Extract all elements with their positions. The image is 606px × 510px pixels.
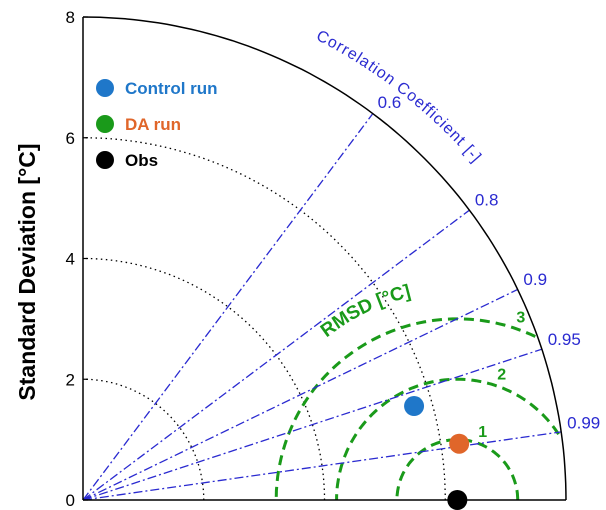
correlation-tick-label-0.99: 0.99 — [567, 413, 600, 432]
legend-marker-obs — [96, 151, 114, 169]
legend-marker-control-run — [96, 79, 114, 97]
rmsd-contour-3 — [274, 317, 536, 501]
diagram-frame — [82, 16, 567, 501]
y-tick-label-8: 8 — [66, 8, 75, 27]
y-tick-label-4: 4 — [66, 250, 75, 269]
std-arc-4 — [83, 257, 326, 500]
rmsd-axis-title: RMSD [°C] — [317, 281, 413, 342]
correlation-tick-label-0.95: 0.95 — [548, 330, 581, 349]
std-arc-2 — [83, 378, 205, 501]
legend-label-obs: Obs — [125, 151, 158, 170]
y-tick-label-2: 2 — [66, 370, 75, 389]
correlation-tick-label-0.6: 0.6 — [378, 93, 402, 112]
correlation-tick-label-0.8: 0.8 — [475, 190, 499, 209]
data-points — [404, 396, 470, 510]
rmsd-axis-title-text: RMSD [°C] — [317, 281, 413, 342]
correlation-ray-0.9 — [82, 288, 518, 501]
rmsd-tick-label-3: 3 — [516, 309, 525, 326]
legend-label-da-run: DA run — [125, 115, 181, 134]
correlation-ray-0.99 — [82, 431, 562, 501]
std-arc-6 — [83, 137, 446, 501]
outer-arc — [82, 16, 567, 501]
point-control-run — [404, 396, 425, 417]
correlation-ray-0.95 — [82, 348, 543, 501]
point-da-run — [449, 433, 470, 454]
y-tick-label-0: 0 — [66, 491, 75, 510]
correlation-tick-label-0.9: 0.9 — [523, 270, 547, 289]
rmsd-contour-2 — [335, 377, 560, 500]
y-axis-title: Standard Deviation [°C] — [14, 143, 40, 400]
std-grid — [83, 137, 446, 501]
correlation-ray-0.8 — [82, 209, 470, 501]
legend-marker-da-run — [96, 115, 114, 133]
correlation-lines — [82, 113, 562, 501]
rmsd-contours — [274, 317, 560, 501]
rmsd-tick-label-2: 2 — [497, 367, 506, 384]
y-tick-label-6: 6 — [66, 129, 75, 148]
legend-label-control-run: Control run — [125, 79, 218, 98]
rmsd-tick-label-1: 1 — [478, 424, 487, 441]
point-obs — [447, 490, 468, 510]
correlation-ray-0.6 — [82, 113, 374, 501]
legend: Control run DA run Obs — [96, 79, 218, 170]
